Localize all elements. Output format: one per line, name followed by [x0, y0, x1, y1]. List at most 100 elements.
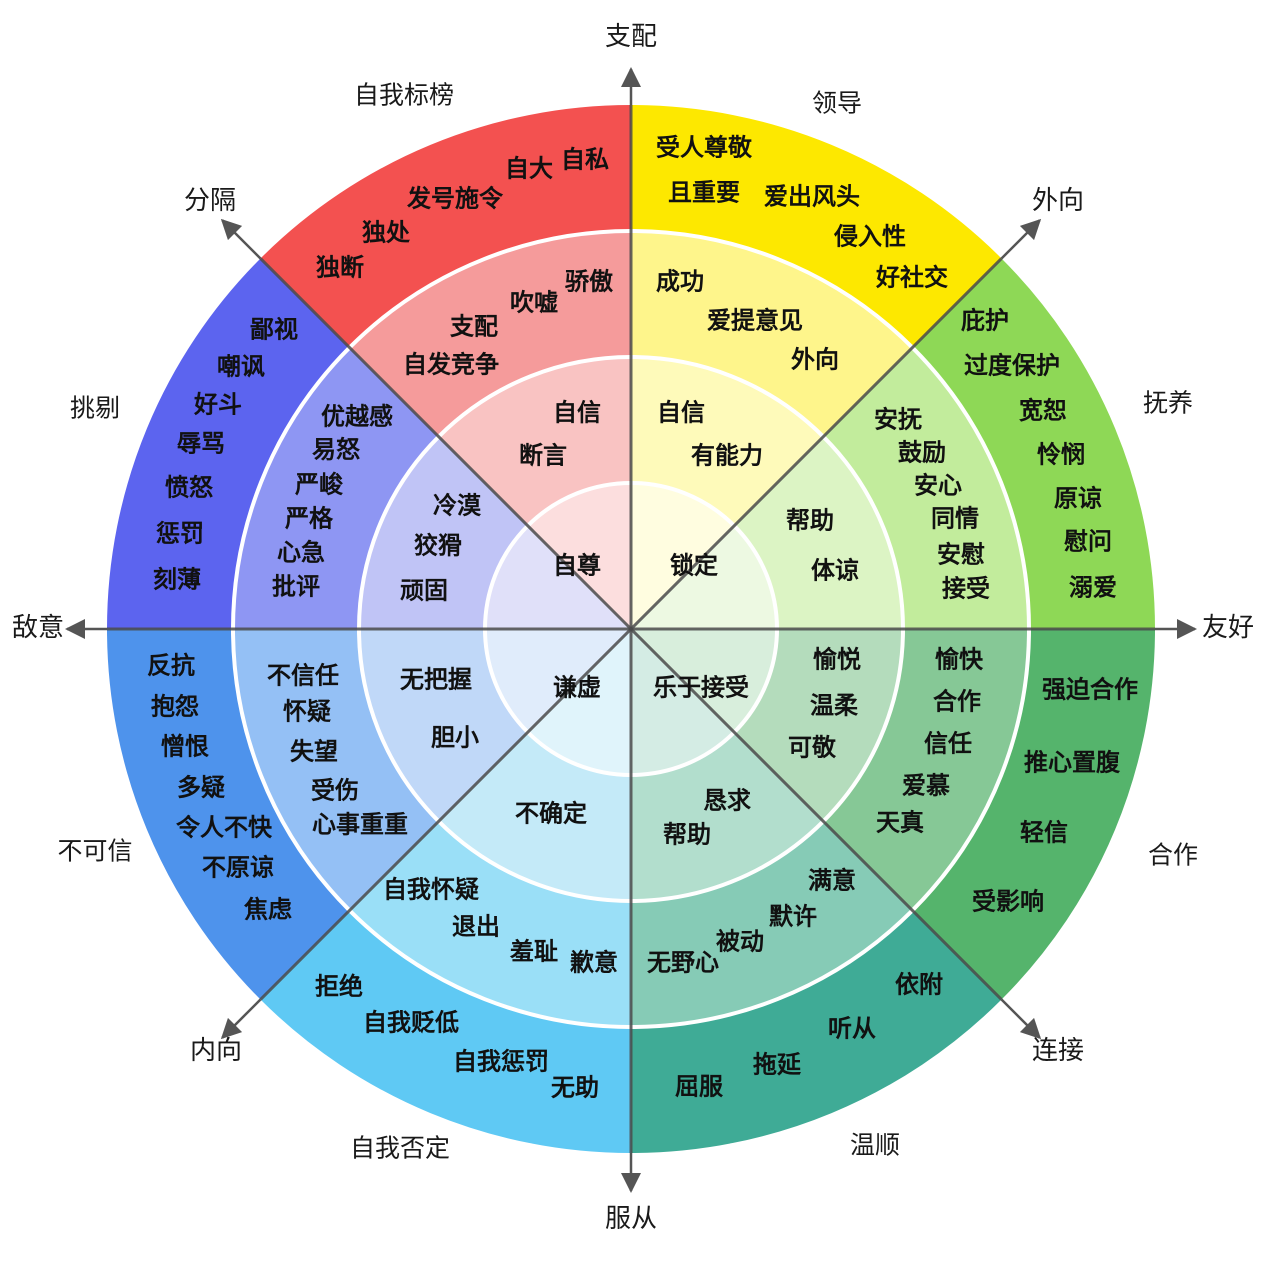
word-help-lower: 帮助 — [663, 820, 711, 849]
word-self-punish: 自我惩罚 — [453, 1047, 549, 1076]
radial-divider-7 — [259, 257, 633, 631]
axis-arrow-6 — [220, 998, 262, 1040]
word-confident-right: 自信 — [657, 398, 705, 427]
word-accept: 接受 — [942, 574, 990, 603]
cell-words: 自私 自大 发号施令 独处 独断 骄傲 吹嘘 支配 自发竞争 自信 断言 自尊 … — [147, 133, 1138, 1102]
radial-divider-1 — [629, 257, 1003, 631]
word-cunning: 狡猾 — [414, 531, 462, 560]
word-influenced: 受影响 — [972, 887, 1044, 916]
sector-wnw-core — [485, 525, 631, 629]
word-unambitious: 无野心 — [647, 948, 719, 977]
sector-wsw-outer — [107, 629, 350, 1000]
word-suspicious: 多疑 — [177, 773, 225, 802]
word-boastful: 吹嘘 — [510, 288, 558, 317]
sector-wsw-core — [485, 629, 631, 733]
word-extroverted: 外向 — [791, 345, 839, 374]
word-acquiesce: 默许 — [769, 902, 817, 931]
axis-arrow-7 — [220, 218, 262, 260]
sector-label-untrustworthy: 不可信 — [57, 837, 132, 866]
word-resent: 憎恨 — [161, 732, 209, 761]
word-rebel: 反抗 — [147, 651, 195, 680]
word-respected: 受人尊敬 — [656, 133, 753, 162]
sector-wnw-outer — [107, 258, 350, 629]
word-self-doubt: 自我怀疑 — [383, 875, 479, 904]
sector-wsw-middle — [233, 629, 439, 911]
word-competitive: 自发竞争 — [403, 350, 499, 379]
word-unforgiving: 不原谅 — [202, 853, 274, 882]
word-stern: 严峻 — [295, 470, 344, 499]
word-plead: 恳求 — [703, 786, 751, 815]
word-despise: 鄙视 — [250, 315, 298, 344]
sector-ese-core — [631, 629, 777, 733]
radial-divider-3 — [629, 627, 1003, 1001]
word-critical: 批评 — [272, 572, 320, 601]
word-arrogant-big: 自大 — [505, 154, 553, 183]
sector-nne-middle — [631, 231, 913, 437]
sector-nne-outer — [631, 105, 1002, 348]
word-confide: 推心置腹 — [1024, 748, 1121, 777]
sector-sse-outer — [631, 910, 1002, 1153]
axis-and-sector-labels: 支配 服从 敌意 友好 外向 分隔 内向 连接 自我标榜 领导 抚养 合作 温顺… — [12, 22, 1254, 1234]
word-disappointed: 失望 — [290, 737, 338, 766]
axis-label-right: 友好 — [1202, 613, 1254, 643]
word-naive: 天真 — [876, 808, 924, 837]
word-successful: 成功 — [656, 267, 704, 296]
sector-label-leadership: 领导 — [812, 89, 862, 118]
word-procrastinate: 拖延 — [753, 1050, 802, 1079]
word-capable: 有能力 — [691, 441, 763, 470]
sector-ssw-outer — [260, 910, 631, 1153]
word-forgiving: 宽恕 — [1019, 396, 1067, 425]
sector-ene-middle — [823, 347, 1029, 629]
axis-label-lower-right: 连接 — [1032, 1036, 1084, 1066]
sector-label-docile: 温顺 — [850, 1131, 900, 1160]
sector-ese-outer — [912, 629, 1155, 1000]
word-comfort: 安慰 — [937, 540, 985, 569]
word-encourage: 鼓励 — [898, 438, 946, 467]
word-uncertain: 不确定 — [515, 799, 587, 828]
word-passive: 被动 — [716, 927, 764, 956]
word-strict: 严格 — [285, 504, 334, 533]
radial-divider-5 — [259, 627, 633, 1001]
sector-label-cooperation: 合作 — [1148, 841, 1198, 870]
axis-arrows — [65, 67, 1197, 1193]
axis-label-left: 敌意 — [12, 613, 64, 643]
word-pleased: 愉悦 — [813, 645, 861, 674]
axis-label-upper-left: 分隔 — [184, 186, 236, 216]
sector-nnw-outer — [260, 105, 631, 348]
word-cheerful: 愉快 — [935, 645, 984, 674]
word-cooperative: 合作 — [933, 687, 981, 716]
sector-ssw-middle — [349, 821, 631, 1027]
sector-ese-middle — [823, 629, 1029, 911]
sector-sse-core — [631, 629, 735, 775]
word-help-upper: 帮助 — [786, 506, 834, 535]
sector-wnw-middle — [233, 347, 439, 629]
word-sociable: 好社交 — [875, 263, 948, 292]
axis-arrow-4 — [1000, 218, 1042, 260]
word-show-off: 爱出风头 — [764, 182, 860, 211]
word-punish: 惩罚 — [156, 519, 204, 548]
word-submit: 屈服 — [675, 1072, 724, 1101]
sector-nnw-middle — [349, 231, 631, 437]
word-forced-cooperation: 强迫合作 — [1042, 675, 1138, 704]
word-sympathize: 同情 — [931, 504, 979, 533]
word-receptive: 乐于接受 — [653, 673, 749, 702]
word-mean: 刻薄 — [153, 565, 201, 594]
sector-ene-core — [631, 525, 777, 629]
word-aloof: 冷漠 — [433, 491, 482, 520]
word-self-deprecate: 自我贬低 — [363, 1008, 459, 1037]
word-distrust: 不信任 — [267, 661, 339, 690]
word-proud: 骄傲 — [565, 267, 614, 296]
sector-label-critical: 挑剔 — [70, 394, 120, 423]
word-intrusive: 侵入性 — [833, 222, 906, 251]
word-advice-giving: 爱提意见 — [707, 306, 803, 335]
sector-nne-core — [631, 483, 735, 629]
word-satisfied: 满意 — [808, 866, 856, 895]
word-solitary: 独处 — [362, 218, 410, 247]
sector-label-nurturing: 抚养 — [1143, 389, 1193, 418]
word-unpleasant: 令人不快 — [176, 813, 273, 842]
word-preoccupied: 心事重重 — [312, 810, 408, 839]
word-shelter: 庇护 — [961, 306, 1009, 335]
sector-ene-outer — [912, 258, 1155, 629]
word-angry: 愤怒 — [165, 473, 213, 502]
